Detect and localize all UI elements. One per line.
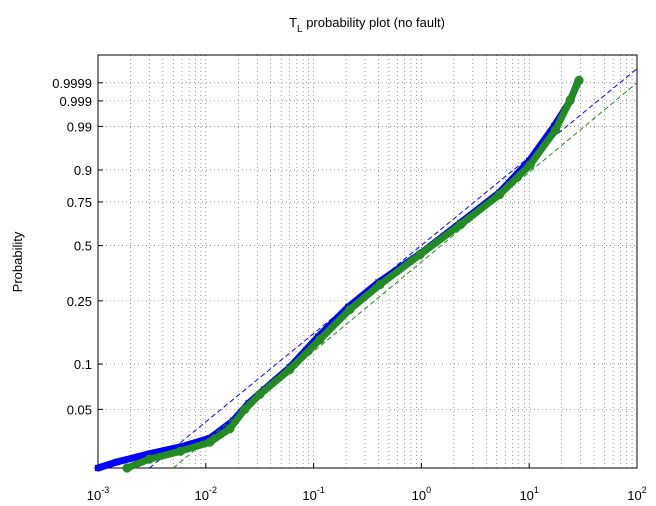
data-point <box>375 280 385 290</box>
data-point <box>94 464 102 472</box>
data-point <box>574 75 584 86</box>
plot-frame <box>97 54 638 469</box>
data-band <box>123 76 583 472</box>
y-tick-label: 0.1 <box>74 357 92 372</box>
data-point <box>565 95 575 105</box>
x-tick-label: 10-1 <box>302 485 324 503</box>
y-tick-label: 0.999 <box>59 94 92 109</box>
data-point <box>122 463 132 473</box>
data-point <box>315 335 325 345</box>
chart-title: TL probability plot (no fault) <box>289 15 445 35</box>
data-point <box>144 454 155 464</box>
data-point <box>494 190 505 200</box>
data-point <box>113 458 121 466</box>
data-point <box>455 220 465 230</box>
x-tick-label: 10-2 <box>195 485 217 503</box>
data-point <box>345 304 355 315</box>
x-tick-label: 100 <box>412 485 431 503</box>
y-tick-label: 0.75 <box>67 195 92 210</box>
data-point <box>255 389 265 400</box>
y-tick-label: 0.25 <box>67 294 92 309</box>
y-tick-label: 0.05 <box>67 402 92 417</box>
data-point <box>285 365 295 375</box>
x-tick-label: 10-3 <box>87 485 109 503</box>
y-tick-label: 0.9 <box>74 163 92 178</box>
y-tick-label: 0.9999 <box>52 76 92 91</box>
data-point <box>550 125 560 135</box>
y-tick-label: 0.5 <box>74 239 92 254</box>
data-point <box>240 404 250 414</box>
y-tick-label: 0.99 <box>67 119 92 134</box>
data-point <box>175 446 185 456</box>
data-point <box>225 424 235 434</box>
x-tick-label: 102 <box>627 485 646 503</box>
data-point <box>525 160 535 170</box>
data-point <box>205 437 215 447</box>
y-axis-label: Probability <box>10 231 25 292</box>
x-tick-label: 101 <box>519 485 538 503</box>
data-point <box>415 250 425 260</box>
